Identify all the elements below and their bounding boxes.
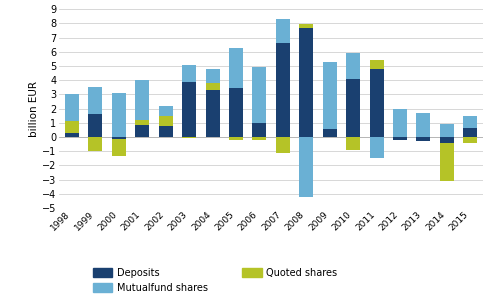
Bar bbox=[276, 137, 290, 153]
Bar bbox=[440, 143, 454, 181]
Bar bbox=[393, 137, 407, 140]
Bar bbox=[346, 79, 360, 137]
Bar bbox=[88, 114, 103, 137]
Bar bbox=[135, 120, 149, 125]
Bar bbox=[135, 125, 149, 137]
Bar bbox=[299, 137, 314, 197]
Bar bbox=[252, 67, 266, 123]
Bar bbox=[370, 60, 384, 69]
Bar bbox=[463, 137, 477, 143]
Bar bbox=[88, 137, 103, 151]
Bar bbox=[370, 137, 384, 159]
Bar bbox=[112, 137, 126, 139]
Bar bbox=[276, 43, 290, 137]
Legend: Deposits, Mutualfund shares, Quoted shares: Deposits, Mutualfund shares, Quoted shar… bbox=[89, 264, 341, 297]
Bar bbox=[182, 65, 196, 82]
Bar bbox=[229, 48, 243, 88]
Bar bbox=[393, 109, 407, 137]
Bar bbox=[276, 19, 290, 43]
Bar bbox=[299, 28, 314, 137]
Bar bbox=[206, 90, 219, 137]
Bar bbox=[299, 24, 314, 28]
Bar bbox=[417, 113, 430, 137]
Bar bbox=[112, 139, 126, 155]
Bar bbox=[159, 117, 173, 126]
Bar bbox=[206, 69, 219, 83]
Bar bbox=[370, 69, 384, 137]
Bar bbox=[182, 137, 196, 138]
Bar bbox=[112, 93, 126, 137]
Bar bbox=[65, 121, 79, 133]
Bar bbox=[346, 137, 360, 150]
Bar bbox=[346, 53, 360, 79]
Bar bbox=[88, 87, 103, 114]
Bar bbox=[463, 117, 477, 128]
Bar bbox=[206, 83, 219, 90]
Bar bbox=[440, 137, 454, 143]
Bar bbox=[252, 137, 266, 140]
Bar bbox=[463, 128, 477, 137]
Bar bbox=[65, 133, 79, 137]
Bar bbox=[229, 88, 243, 137]
Bar bbox=[323, 62, 337, 129]
Bar bbox=[417, 137, 430, 141]
Bar bbox=[252, 123, 266, 137]
Bar bbox=[159, 106, 173, 117]
Bar bbox=[135, 80, 149, 120]
Bar bbox=[159, 126, 173, 137]
Bar bbox=[323, 129, 337, 137]
Bar bbox=[65, 94, 79, 121]
Bar bbox=[182, 82, 196, 137]
Y-axis label: billion EUR: billion EUR bbox=[29, 80, 39, 137]
Bar bbox=[229, 137, 243, 140]
Bar bbox=[440, 124, 454, 137]
